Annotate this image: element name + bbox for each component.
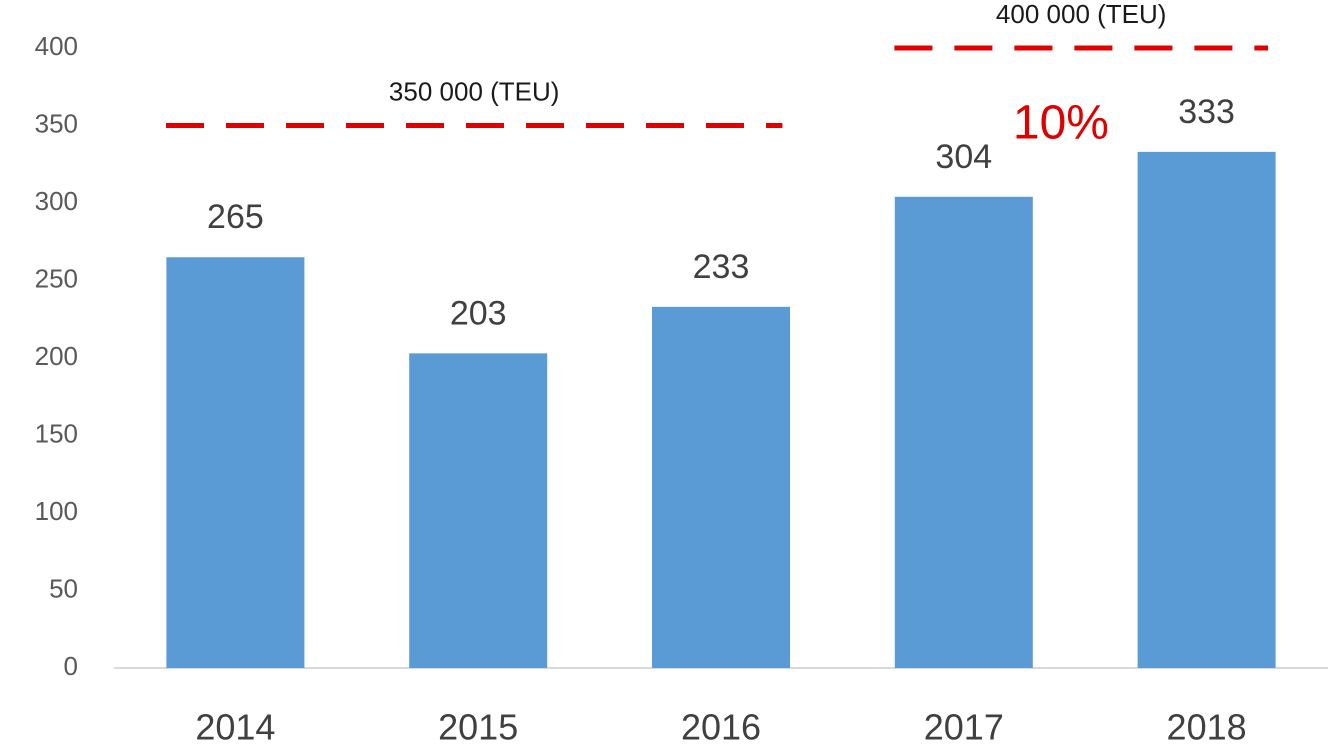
x-tick-label: 2014 [195,707,275,748]
reference-label: 400 000 (TEU) [996,0,1167,29]
bar [409,353,548,668]
x-tick-label: 2015 [438,707,518,748]
y-tick-label: 350 [35,108,78,138]
data-label: 304 [935,138,992,176]
y-tick-label: 0 [64,651,78,681]
y-tick-label: 100 [35,496,78,526]
y-tick-label: 250 [35,263,78,293]
data-label: 333 [1178,93,1235,131]
y-tick-label: 50 [49,573,78,603]
data-label: 203 [450,294,507,332]
bar [894,196,1033,669]
x-tick-label: 2016 [681,707,761,748]
bar [1137,151,1276,669]
y-tick-label: 400 [35,31,78,61]
reference-label: 350 000 (TEU) [389,76,560,106]
y-tick-label: 300 [35,186,78,216]
x-tick-label: 2018 [1167,707,1247,748]
x-tick-label: 2017 [924,707,1004,748]
data-label: 233 [693,248,750,286]
y-tick-label: 150 [35,418,78,448]
bar [166,257,305,668]
y-tick-label: 200 [35,341,78,371]
bar [652,306,790,668]
annotation: 10% [1013,97,1109,150]
data-label: 265 [207,198,264,236]
